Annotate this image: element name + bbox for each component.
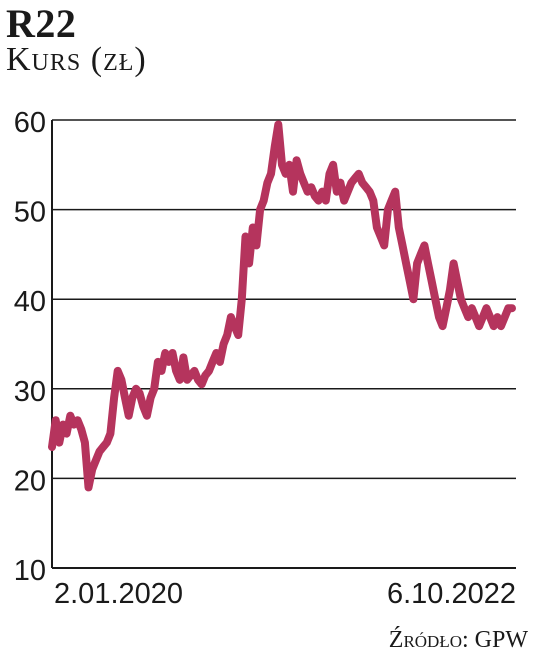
y-tick-labels: 10 20 30 40 50 60 xyxy=(14,107,46,587)
y-tick-label: 20 xyxy=(14,465,46,497)
chart-title: R22 xyxy=(6,1,77,46)
series xyxy=(48,120,516,492)
y-tick-label: 60 xyxy=(14,107,46,139)
y-tick-label: 40 xyxy=(14,286,46,318)
x-tick-label-end: 6.10.2022 xyxy=(387,578,516,610)
x-tick-label-start: 2.01.2020 xyxy=(54,578,183,610)
axes xyxy=(51,120,516,569)
y-tick-label: 30 xyxy=(14,376,46,408)
y-tick-label: 50 xyxy=(14,197,46,229)
source-note: Źródło: GPW xyxy=(388,627,528,653)
series-line-0 xyxy=(48,120,516,492)
y-tick-label: 10 xyxy=(14,555,46,587)
x-tick-labels: 2.01.2020 6.10.2022 xyxy=(54,578,516,610)
chart-subtitle: Kurs (zł) xyxy=(6,41,147,78)
